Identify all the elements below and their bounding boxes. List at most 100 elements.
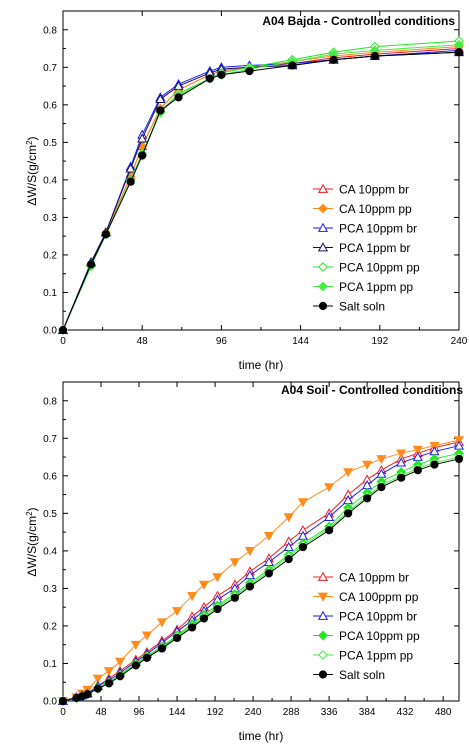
data-point bbox=[172, 633, 182, 643]
legend-marker bbox=[317, 592, 329, 602]
legend-item: CA 10ppm br bbox=[313, 183, 409, 197]
legend-marker bbox=[318, 301, 328, 311]
data-point bbox=[230, 593, 239, 602]
legend-marker bbox=[317, 242, 329, 252]
data-point bbox=[396, 449, 407, 459]
legend-label: PCA 1ppm pp bbox=[339, 649, 413, 663]
y-tick-label: 0.2 bbox=[43, 250, 57, 261]
data-point bbox=[130, 640, 141, 650]
x-tick-label: 144 bbox=[292, 336, 309, 347]
x-tick-label: 288 bbox=[283, 707, 300, 718]
data-point bbox=[126, 177, 135, 186]
data-point bbox=[454, 454, 464, 464]
y-axis-label: ΔW/S(g/cm2) bbox=[25, 507, 40, 576]
legend-item: PCA 1ppm br bbox=[313, 241, 410, 255]
data-point bbox=[93, 684, 102, 693]
axes: 0.0 0.1 0.2 0.3 0.4 0.5 0.6 0.7 0.8 0 48 96 144 192 24… bbox=[43, 382, 459, 718]
y-tick-label: 0.3 bbox=[43, 584, 57, 595]
data-point bbox=[324, 511, 335, 521]
legend-label: Salt soln bbox=[339, 300, 385, 314]
data-point bbox=[101, 230, 111, 239]
data-point bbox=[156, 106, 165, 115]
data-point bbox=[363, 494, 372, 503]
data-point bbox=[454, 48, 464, 57]
x-tick-label: 96 bbox=[133, 707, 145, 718]
legend-label: CA 10ppm br bbox=[339, 183, 409, 197]
legend-marker bbox=[317, 222, 329, 232]
data-point bbox=[86, 260, 96, 269]
data-point bbox=[229, 558, 240, 568]
x-tick-label: 480 bbox=[435, 707, 452, 718]
axes: 0.0 0.1 0.2 0.3 0.4 0.5 0.6 0.7 0.8 0 48 96 144 192 24… bbox=[43, 11, 468, 347]
series-ca-100ppm-pp bbox=[57, 436, 465, 707]
data-point bbox=[370, 51, 379, 61]
data-point bbox=[245, 66, 254, 76]
legend-label: CA 100ppm pp bbox=[339, 590, 419, 604]
legend-marker bbox=[318, 670, 328, 679]
x-tick-label: 0 bbox=[60, 707, 66, 718]
legend-item: PCA 10ppm br bbox=[313, 610, 417, 624]
legend-item: Salt soln bbox=[313, 668, 385, 682]
data-point bbox=[343, 468, 354, 478]
legend-item: PCA 10ppm br bbox=[313, 222, 417, 236]
data-point bbox=[115, 672, 125, 681]
data-point bbox=[155, 93, 166, 104]
data-point bbox=[412, 445, 423, 455]
legend-label: PCA 10ppm pp bbox=[339, 629, 420, 643]
data-point bbox=[325, 526, 334, 535]
legend-item: PCA 1ppm pp bbox=[313, 280, 413, 294]
data-point bbox=[244, 547, 255, 557]
legend-marker bbox=[318, 630, 328, 641]
data-point bbox=[264, 569, 274, 578]
data-point bbox=[397, 473, 406, 482]
x-tick-label: 144 bbox=[169, 707, 186, 718]
x-tick-label: 384 bbox=[359, 707, 376, 718]
data-point bbox=[263, 532, 274, 542]
legend-label: PCA 1ppm pp bbox=[339, 280, 413, 294]
x-tick-label: 192 bbox=[371, 336, 388, 347]
x-tick-label: 192 bbox=[207, 707, 224, 718]
y-tick-label: 0.5 bbox=[43, 509, 57, 520]
data-point bbox=[187, 592, 198, 602]
y-tick-label: 0.4 bbox=[43, 546, 57, 557]
series-line bbox=[62, 51, 460, 331]
legend-marker bbox=[318, 281, 328, 292]
x-tick-label: 48 bbox=[95, 707, 107, 718]
data-point bbox=[377, 482, 386, 492]
data-point bbox=[174, 93, 183, 102]
data-point bbox=[205, 74, 214, 83]
legend-marker bbox=[318, 262, 328, 272]
data-point bbox=[283, 513, 294, 523]
legend-item: PCA 10ppm pp bbox=[313, 261, 420, 275]
y-tick-label: 0.7 bbox=[43, 63, 57, 74]
legend-label: CA 10ppm br bbox=[339, 571, 409, 585]
legend-item: PCA 1ppm pp bbox=[313, 649, 413, 663]
data-point bbox=[58, 696, 68, 706]
chart-title: A04 Bajda - Controlled conditions bbox=[262, 14, 455, 28]
y-tick-label: 0.8 bbox=[43, 25, 57, 36]
legend-item: Salt soln bbox=[313, 300, 385, 314]
data-point bbox=[344, 509, 353, 518]
data-point bbox=[298, 543, 308, 552]
x-axis-label: time (hr) bbox=[239, 358, 284, 372]
y-tick-label: 0.0 bbox=[43, 326, 57, 337]
data-point bbox=[413, 466, 422, 475]
chart-bajda: 0.0 0.1 0.2 0.3 0.4 0.5 0.6 0.7 0.8 0 48 96 144 192 24… bbox=[25, 10, 468, 372]
legend-label: PCA 10ppm br bbox=[339, 610, 417, 624]
legend-item: CA 100ppm pp bbox=[313, 590, 419, 604]
y-tick-label: 0.8 bbox=[43, 396, 57, 407]
data-point bbox=[138, 151, 147, 160]
y-tick-label: 0.5 bbox=[43, 138, 57, 149]
x-tick-label: 336 bbox=[321, 707, 338, 718]
data-point bbox=[396, 457, 407, 467]
x-tick-label: 240 bbox=[245, 707, 262, 718]
chart-soil: 0.0 0.1 0.2 0.3 0.4 0.5 0.6 0.7 0.8 0 48 96 144 192 24… bbox=[25, 381, 465, 743]
legend-label: CA 10ppm pp bbox=[339, 202, 412, 216]
data-point bbox=[103, 667, 114, 677]
plot-frame bbox=[62, 381, 460, 702]
data-point bbox=[156, 618, 168, 628]
legend-marker bbox=[317, 183, 329, 193]
legend: CA 10ppm br CA 100ppm pp PCA 10ppm br PCA 1… bbox=[313, 571, 420, 682]
data-point bbox=[362, 460, 373, 470]
